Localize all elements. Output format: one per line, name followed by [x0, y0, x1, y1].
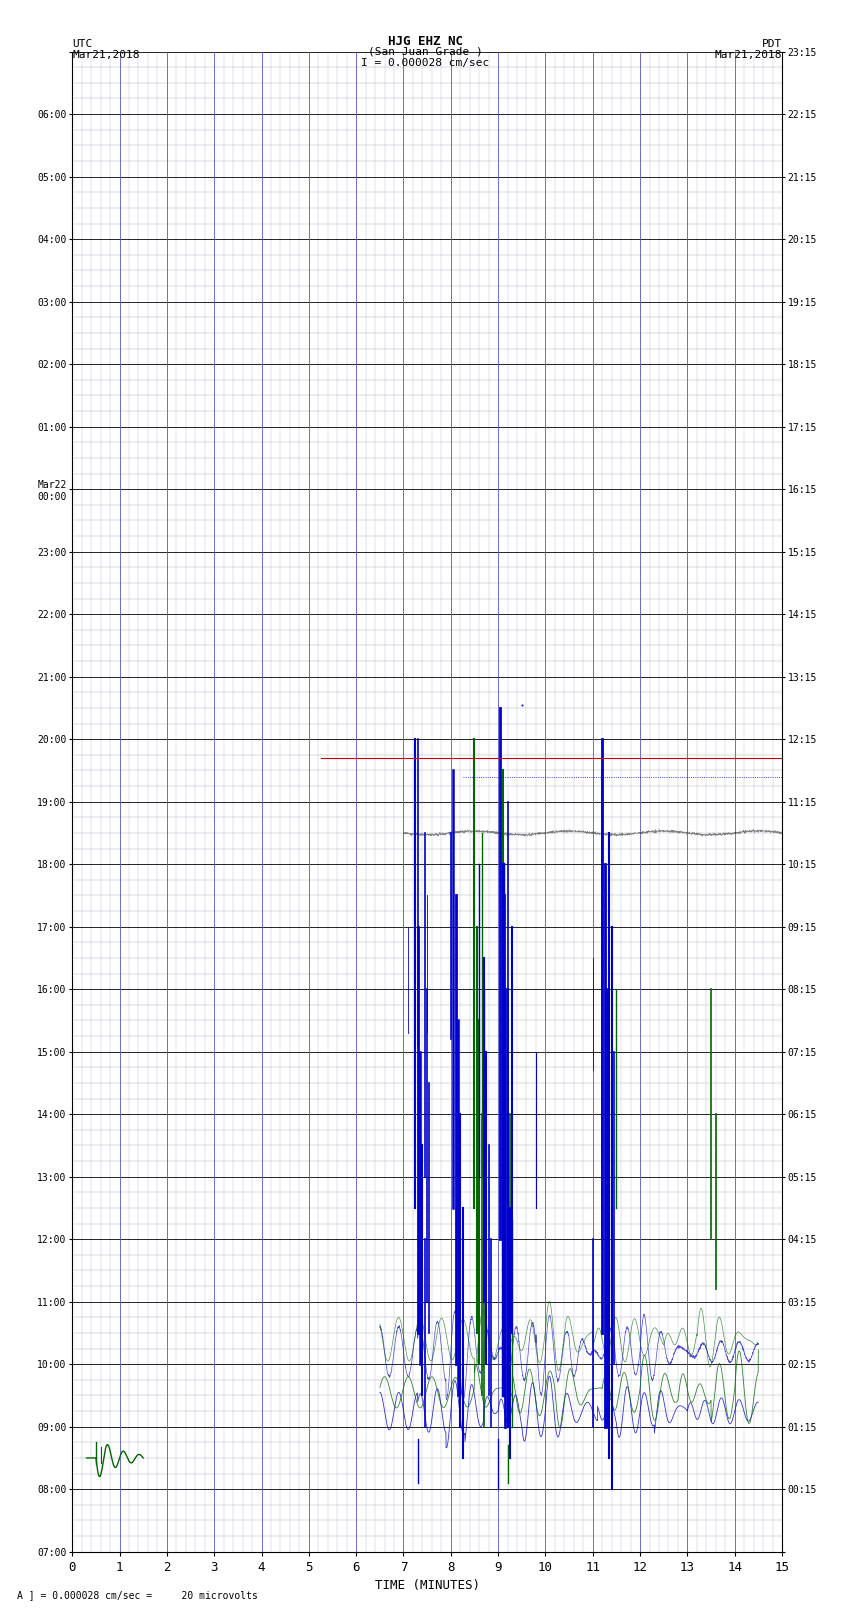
Text: HJG EHZ NC: HJG EHZ NC	[388, 35, 462, 48]
Text: I = 0.000028 cm/sec: I = 0.000028 cm/sec	[361, 58, 489, 68]
Text: PDT
Mar21,2018: PDT Mar21,2018	[715, 39, 782, 60]
Text: (San Juan Grade ): (San Juan Grade )	[367, 47, 483, 56]
X-axis label: TIME (MINUTES): TIME (MINUTES)	[375, 1579, 479, 1592]
Text: A ] = 0.000028 cm/sec =     20 microvolts: A ] = 0.000028 cm/sec = 20 microvolts	[17, 1590, 258, 1600]
Text: UTC
Mar21,2018: UTC Mar21,2018	[72, 39, 139, 60]
